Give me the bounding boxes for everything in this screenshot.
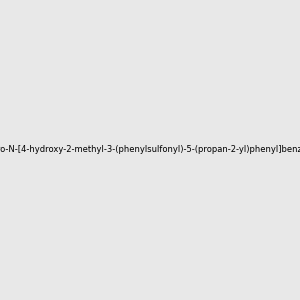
Text: 4-chloro-N-[4-hydroxy-2-methyl-3-(phenylsulfonyl)-5-(propan-2-yl)phenyl]benzamid: 4-chloro-N-[4-hydroxy-2-methyl-3-(phenyl… <box>0 146 300 154</box>
